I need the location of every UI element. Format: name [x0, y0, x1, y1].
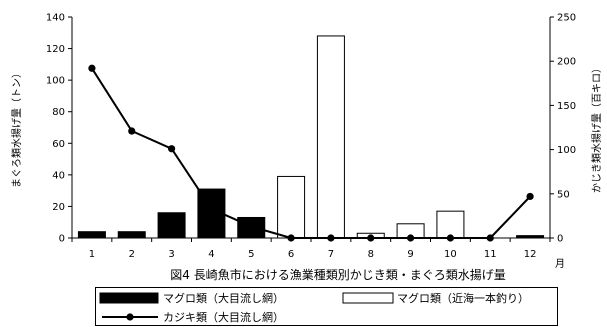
x-tick-label-10: 10: [444, 249, 457, 260]
x-tick-label-11: 11: [484, 249, 497, 260]
y-tick-label-right-100: 100: [557, 145, 576, 156]
y-tick-label-right-150: 150: [557, 101, 576, 112]
figure-caption: 図4 長崎魚市における漁業種類別かじき類・まぐろ類水揚げ量: [170, 267, 505, 282]
point-kajiki-oome-month-9: [406, 234, 415, 242]
legend: マグロ類（大目流し網） マグロ類（近海一本釣り） カジキ類（大目流し網）: [95, 287, 558, 326]
y-tick-label-left-120: 120: [46, 44, 65, 55]
point-kajiki-oome-month-10: [446, 234, 455, 242]
point-kajiki-oome-month-4: [207, 205, 216, 213]
x-tick-label-2: 2: [129, 249, 135, 260]
x-tick-label-8: 8: [368, 249, 374, 260]
axes-layer: [71, 17, 551, 239]
point-kajiki-oome-month-8: [367, 234, 375, 242]
point-kajiki-oome-month-5: [247, 222, 255, 231]
point-kajiki-oome-month-3: [167, 145, 176, 153]
y-tick-label-right-200: 200: [557, 57, 576, 68]
y-tick-label-left-60: 60: [52, 139, 65, 150]
y-tick-label-left-80: 80: [52, 107, 65, 118]
y-tick-label-left-140: 140: [46, 13, 65, 24]
x-tick-label-12: 12: [524, 249, 537, 260]
bar-maguro-oome-month-2: [117, 231, 146, 239]
x-tick-label-9: 9: [407, 249, 413, 260]
x-axis-unit-label: 月: [555, 258, 565, 270]
y-axis-title-right: かじき類水揚げ量（百キロ）: [590, 63, 603, 193]
line-kajiki-oome: [91, 67, 531, 239]
line-series-layer: [88, 64, 534, 242]
y-tick-label-right-50: 50: [557, 189, 570, 200]
bar-maguro-kinkai-month-7: [316, 35, 345, 239]
x-tick-label-1: 1: [89, 249, 95, 260]
x-tick-label-3: 3: [168, 249, 174, 260]
point-kajiki-oome-month-6: [287, 234, 295, 242]
bars-layer: [77, 35, 545, 239]
legend-marker-kajiki: [126, 313, 134, 321]
y-axis-title-left: まぐろ類水揚げ量（トン）: [10, 68, 23, 188]
x-tick-label-7: 7: [328, 249, 334, 260]
x-tick-label-6: 6: [288, 249, 294, 260]
legend-swatch-maguro-kinkai: [342, 292, 394, 304]
point-kajiki-oome-month-2: [128, 127, 136, 135]
y-tick-label-left-40: 40: [52, 170, 65, 181]
bar-maguro-oome-month-1: [77, 231, 106, 239]
legend-swatch-maguro-oome: [99, 292, 159, 304]
legend-box: [95, 287, 558, 326]
y-tick-label-left-0: 0: [59, 234, 65, 245]
x-tick-label-4: 4: [208, 249, 214, 260]
legend-label-kajiki-oome: カジキ類（大目流し網）: [163, 310, 284, 324]
point-kajiki-oome-month-11: [486, 234, 494, 242]
point-kajiki-oome-month-1: [88, 64, 96, 72]
legend-label-maguro-oome: マグロ類（大目流し網）: [163, 291, 284, 305]
y-tick-label-left-20: 20: [52, 202, 65, 213]
point-kajiki-oome-month-12: [526, 192, 534, 201]
x-tick-label-5: 5: [248, 249, 254, 260]
bar-maguro-kinkai-month-10: [436, 210, 465, 239]
y-tick-label-left-100: 100: [46, 76, 65, 87]
y-tick-label-right-0: 0: [557, 234, 563, 245]
point-kajiki-oome-month-7: [327, 234, 335, 242]
y-tick-label-right-250: 250: [557, 13, 576, 24]
bar-maguro-oome-month-3: [157, 212, 186, 239]
legend-label-maguro-kinkai: マグロ類（近海一本釣り）: [397, 291, 529, 305]
bar-maguro-kinkai-month-6: [277, 175, 306, 239]
